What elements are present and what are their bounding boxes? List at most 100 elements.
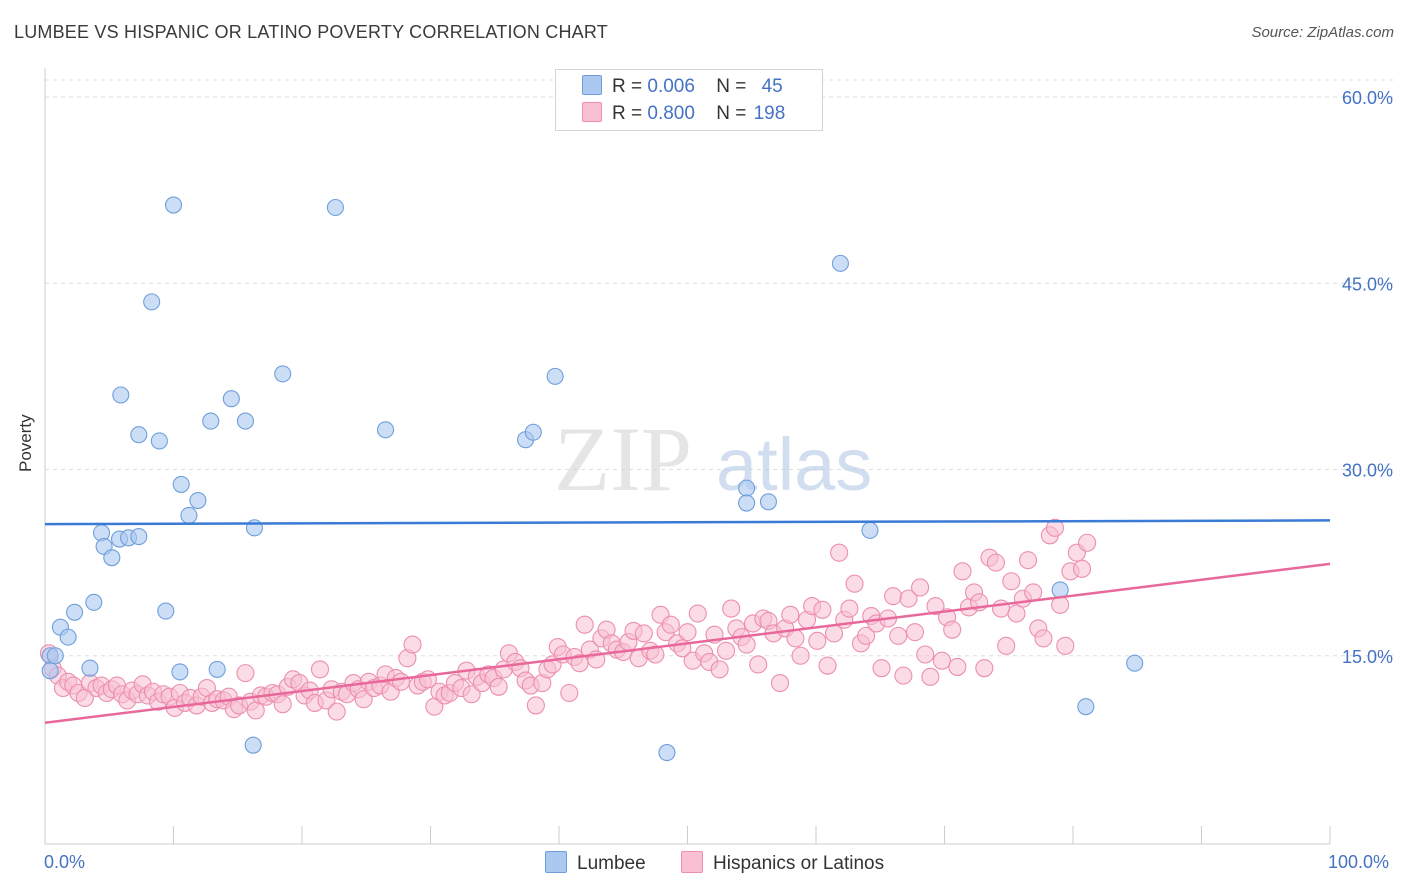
hispanic-point: [1007, 604, 1026, 623]
lumbee-point: [59, 628, 77, 646]
hispanic-point: [710, 660, 729, 679]
hispanic-point: [560, 683, 579, 703]
hispanic-point: [884, 587, 903, 606]
hispanic-point: [354, 690, 373, 709]
legend-n-value-lumbee: 45: [761, 76, 783, 97]
hispanic-point: [646, 645, 665, 664]
hispanic-point: [845, 574, 864, 593]
hispanic-point: [273, 695, 292, 714]
lumbee-point: [85, 593, 103, 611]
legend-r-value-lumbee: 0.006: [647, 76, 695, 97]
y-axis-label: Poverty: [16, 414, 35, 472]
hispanic-point: [786, 629, 805, 648]
hispanic-point: [236, 664, 255, 683]
lumbee-point: [41, 662, 59, 680]
lumbee-point: [202, 412, 220, 430]
hispanic-point: [310, 660, 330, 679]
hispanic-point: [749, 655, 768, 674]
lumbee-point: [831, 254, 849, 272]
lumbee-point: [326, 198, 344, 217]
lumbee-point: [738, 494, 756, 512]
lumbee-point: [759, 493, 778, 511]
hispanic-point: [840, 599, 859, 618]
hispanic-point: [770, 674, 790, 693]
hispanic-point: [911, 578, 930, 597]
lumbee-point: [66, 603, 84, 621]
bottom-legend-swatch-hispanic: [681, 851, 703, 873]
hispanic-point: [926, 597, 945, 616]
lumbee-point: [46, 647, 64, 665]
hispanic-point: [1056, 636, 1075, 655]
legend-r-value-hispanic: 0.800: [647, 103, 695, 124]
legend-n-label: N =: [716, 103, 747, 124]
y-tick-label: 60.0%: [1342, 88, 1393, 108]
lumbee-point: [524, 423, 542, 441]
hispanic-point: [1078, 533, 1097, 552]
lumbee-point: [245, 519, 264, 537]
hispanic-point: [813, 600, 832, 619]
hispanic-point: [916, 645, 935, 664]
lumbee-point: [244, 736, 262, 754]
hispanic-point: [678, 623, 697, 642]
lumbee-point: [738, 479, 756, 497]
watermark-atlas: atlas: [716, 423, 872, 506]
lumbee-point: [157, 602, 175, 620]
hispanic-point: [932, 651, 951, 670]
legend-n-value-hispanic: 198: [753, 103, 786, 124]
hispanic-point: [1034, 629, 1053, 648]
hispanic-point: [634, 624, 653, 643]
bottom-legend-hispanic[interactable]: Hispanics or Latinos: [681, 851, 884, 875]
lumbee-point: [189, 491, 207, 510]
hispanic-point: [830, 543, 849, 562]
hispanic-point: [391, 672, 410, 691]
hispanic-trend-line: [44, 562, 1331, 725]
lumbee-point: [274, 365, 292, 383]
lumbee-trend-line: [44, 519, 1331, 526]
lumbee-point: [376, 421, 395, 439]
y-tick-label: 45.0%: [1342, 274, 1393, 294]
legend-r-label: R =: [612, 103, 643, 124]
lumbee-point: [658, 744, 676, 762]
lumbee-point: [180, 506, 198, 524]
hispanic-point: [462, 685, 481, 704]
legend-swatch-lumbee: [582, 75, 602, 95]
hispanic-point: [899, 589, 918, 608]
hispanic-point: [905, 623, 924, 642]
lumbee-point: [546, 367, 564, 385]
hispanic-point: [889, 626, 908, 645]
hispanic-point: [894, 666, 913, 685]
lumbee-point: [130, 426, 148, 444]
lumbee-point: [1126, 654, 1144, 672]
y-tick-label: 30.0%: [1342, 461, 1393, 481]
lumbee-point: [103, 549, 121, 567]
lumbee-point: [143, 293, 161, 311]
lumbee-point: [236, 412, 255, 430]
hispanic-point: [808, 631, 827, 650]
bottom-legend-label-lumbee: Lumbee: [577, 853, 646, 874]
lumbee-point: [171, 663, 189, 681]
legend-n-label: N =: [716, 76, 747, 97]
source-label: Source: ZipAtlas.com: [1251, 24, 1394, 41]
hispanic-point: [791, 646, 810, 665]
lumbee-point: [861, 521, 879, 539]
legend-swatch-hispanic: [582, 102, 602, 122]
x-tick-label-max: 100.0%: [1328, 852, 1390, 872]
legend-row-lumbee: R = 0.006 N = 45: [582, 75, 783, 99]
watermark-zip: ZIP: [554, 408, 692, 510]
lumbee-point: [130, 527, 148, 546]
hispanic-point: [526, 696, 545, 715]
hispanic-point: [1024, 583, 1043, 602]
hispanic-point: [737, 635, 756, 654]
hispanic-point: [1072, 559, 1092, 578]
hispanic-point: [948, 657, 967, 676]
hispanic-point: [575, 615, 594, 634]
correlation-legend: R = 0.006 N = 45 R = 0.800 N = 198: [555, 69, 823, 131]
hispanic-point: [975, 659, 994, 678]
bottom-legend-lumbee[interactable]: Lumbee: [545, 851, 646, 875]
lumbee-point: [222, 390, 240, 408]
bottom-legend-label-hispanic: Hispanics or Latinos: [713, 853, 885, 874]
hispanic-point: [1002, 572, 1021, 591]
lumbee-point: [150, 432, 168, 450]
hispanic-point: [716, 641, 736, 660]
